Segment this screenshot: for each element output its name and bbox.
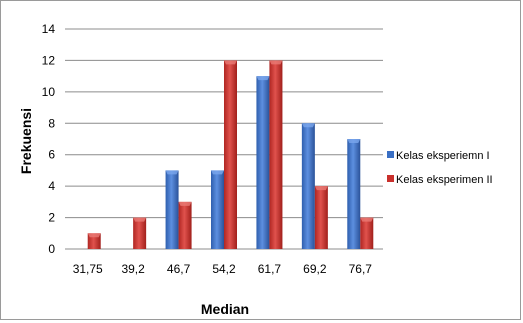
x-axis-title: Median [201,301,249,317]
x-tick-label: 54,2 [212,262,236,276]
bar-top-shade [347,139,361,143]
bar-top-shade [178,201,192,206]
bar-kelas-2 [224,60,237,249]
y-tick-label: 2 [48,211,55,225]
y-tick-label: 8 [48,116,55,130]
bar-kelas-1 [301,123,315,249]
legend: Kelas eksperiemn I Kelas eksperimen II [387,150,493,186]
bar-top-shade [256,76,270,81]
bar-kelas-1 [165,170,179,249]
x-tick-label: 31,75 [73,262,103,276]
x-axis-ticks: 31,75 39,2 46,7 54,2 61,7 69,2 76,7 [73,262,373,276]
bar-top-shade [133,217,147,222]
bar-top-shade [314,186,328,191]
legend-label: Kelas eksperimen II [396,174,493,186]
bar-top-shade [165,170,179,175]
bar-top-shade [269,60,283,65]
bar-top-shade [211,170,224,175]
y-axis-ticks: 0 2 4 6 8 10 12 14 [42,22,56,256]
legend-swatch [387,151,394,158]
bar-kelas-2 [360,217,374,249]
bar-top-shade [224,60,237,65]
x-tick-label: 46,7 [167,262,191,276]
bar-kelas-1 [211,170,224,249]
x-tick-label: 39,2 [121,262,145,276]
y-tick-label: 6 [48,148,55,162]
y-tick-label: 4 [48,179,55,193]
bar-kelas-1 [256,76,270,250]
bar-kelas-2 [314,186,328,249]
y-tick-label: 12 [42,53,56,67]
y-tick-label: 10 [42,85,56,99]
x-tick-label: 61,7 [258,262,282,276]
y-tick-label: 14 [42,22,56,36]
x-tick-label: 76,7 [349,262,373,276]
bar-kelas-2 [269,60,283,249]
bar-top-shade [87,233,101,238]
y-axis-title: Frekuensi [18,108,34,174]
bar-kelas-2 [133,217,147,249]
bar-kelas-2 [178,201,192,249]
bar-top-shade [360,217,374,222]
legend-swatch [387,175,394,182]
bars [87,60,374,250]
x-tick-label: 69,2 [303,262,327,276]
y-tick-label: 0 [48,242,55,256]
legend-label: Kelas eksperiemn I [396,150,490,162]
bar-top-shade [301,123,315,128]
bar-kelas-1 [347,139,361,249]
